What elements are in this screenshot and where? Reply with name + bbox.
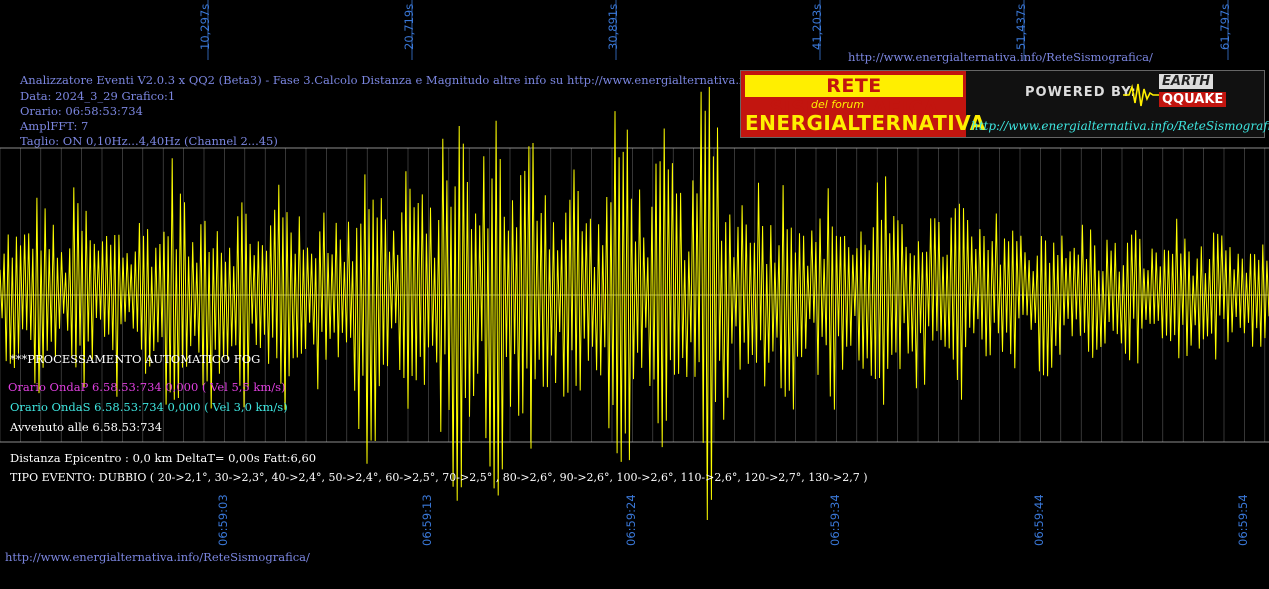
info-line-4: AmplFFT: 7	[20, 119, 89, 133]
top-url-link[interactable]: http://www.energialternativa.info/ReteSi…	[848, 50, 1153, 64]
avvenuto-text: Avvenuto alle 6.58.53:734	[10, 420, 163, 434]
distanza-text: Distanza Epicentro : 0,0 km DeltaT= 0,00…	[10, 451, 317, 465]
top-tick-label-3: 30,891s	[606, 3, 620, 50]
rete-sismografica-logo: RETE SISMOGRAFICA del forum ENERGIALTERN…	[740, 70, 1269, 138]
bottom-tick-label-2: 06:59:13	[420, 494, 434, 546]
processing-title: ***PROCESSAMENTO AUTOMATICO FOG	[10, 352, 261, 366]
bottom-tick-label-5: 06:59:44	[1032, 494, 1046, 546]
grid	[0, 0, 1269, 443]
top-tick-label-1: 10,297s	[198, 3, 212, 50]
bottom-tick-label-4: 06:59:34	[828, 494, 842, 546]
logo-qquake: QQUAKE	[1159, 92, 1227, 107]
top-tick-label-4: 41,203s	[810, 3, 824, 50]
bottom-tick-label-1: 06:59:03	[216, 494, 230, 546]
info-line-2: Data: 2024_3_29 Grafico:1	[20, 89, 176, 103]
trace-layer	[0, 86, 1269, 521]
logo-title-bottom: ENERGIALTERNATIVA	[745, 111, 986, 135]
logo-earth: EARTH	[1159, 74, 1214, 89]
info-line-3: Orario: 06:58:53:734	[20, 104, 143, 118]
footer-url-link[interactable]: http://www.energialternativa.info/ReteSi…	[5, 550, 310, 564]
info-line-1: Analizzatore Eventi V2.0.3 x QQ2 (Beta3)…	[20, 73, 821, 87]
bottom-tick-label-3: 06:59:24	[624, 494, 638, 546]
bottom-tick-label-6: 06:59:54	[1236, 494, 1250, 546]
logo-subtitle: del forum	[811, 98, 865, 111]
top-tick-label-6: 61,797s	[1218, 3, 1232, 50]
seismic-trace-line	[0, 86, 1269, 521]
info-line-5: Taglio: ON 0,10Hz...4,40Hz (Channel 2...…	[20, 134, 278, 148]
top-tick-label-2: 20,719s	[402, 3, 416, 50]
logo-title-top: RETE SISMOGRAFICA	[745, 75, 963, 119]
logo-url[interactable]: http://www.energialternativa.info/ReteSi…	[971, 119, 1269, 133]
tipo-evento-text: TIPO EVENTO: DUBBIO ( 20->2,1°, 30->2,3°…	[10, 471, 868, 484]
seismic-wave-icon	[1123, 83, 1163, 107]
top-tick-label-5: 51,437s	[1014, 3, 1028, 50]
logo-powered-by: POWERED BY:	[1025, 85, 1137, 100]
onda-s-text: Orario OndaS 6.58.53:734 0,000 ( Vel 3,0…	[10, 400, 288, 414]
onda-p-text: Orario OndaP 6.58.53:734 0,000 ( Vel 5,5…	[8, 380, 286, 394]
